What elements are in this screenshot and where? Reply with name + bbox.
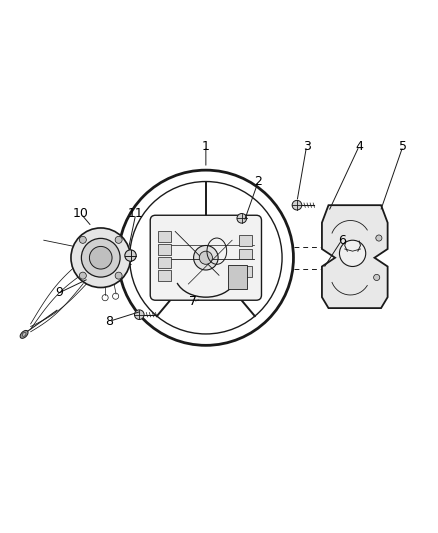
Circle shape (115, 272, 122, 279)
Circle shape (376, 235, 382, 241)
Circle shape (89, 246, 112, 269)
Text: 1: 1 (202, 140, 210, 152)
Text: 5: 5 (399, 140, 407, 152)
Text: 7: 7 (189, 295, 197, 308)
Text: 8: 8 (106, 315, 113, 328)
Text: 2: 2 (254, 175, 262, 188)
Text: 3: 3 (303, 140, 311, 152)
Text: 4: 4 (355, 140, 363, 152)
Text: 6: 6 (338, 233, 346, 247)
Bar (239, 236, 252, 246)
Circle shape (199, 251, 212, 264)
Bar (158, 244, 171, 255)
Circle shape (134, 310, 144, 319)
Circle shape (237, 214, 247, 223)
Text: 9: 9 (55, 286, 63, 300)
Bar (228, 265, 247, 289)
Circle shape (81, 238, 120, 277)
Bar (239, 266, 252, 277)
Text: 10: 10 (73, 207, 89, 221)
Text: 11: 11 (128, 207, 144, 221)
Circle shape (125, 250, 136, 261)
Ellipse shape (20, 330, 28, 338)
Circle shape (79, 272, 86, 279)
Circle shape (194, 246, 218, 270)
Ellipse shape (22, 333, 26, 336)
Circle shape (79, 236, 86, 244)
PathPatch shape (322, 205, 388, 308)
Bar (158, 270, 171, 281)
Bar (239, 248, 252, 259)
Circle shape (374, 274, 380, 280)
Bar (158, 257, 171, 268)
Circle shape (71, 228, 131, 287)
FancyBboxPatch shape (150, 215, 261, 300)
Circle shape (339, 240, 366, 266)
Circle shape (292, 200, 302, 210)
Circle shape (115, 236, 122, 244)
Bar (158, 231, 171, 241)
